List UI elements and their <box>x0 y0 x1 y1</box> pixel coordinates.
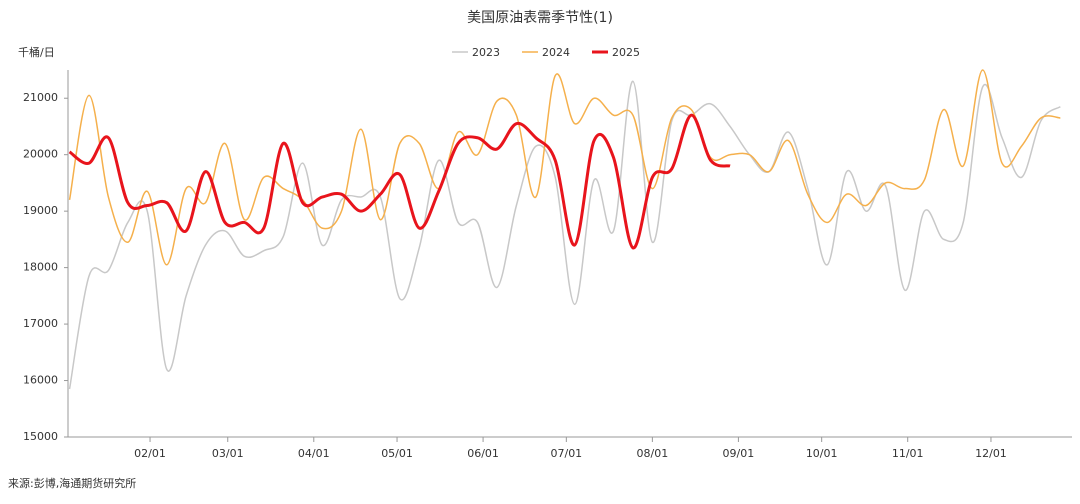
legend-label: 2023 <box>472 46 500 59</box>
x-tick-label: 05/01 <box>381 447 413 460</box>
x-tick-label: 04/01 <box>298 447 330 460</box>
x-tick-label: 12/01 <box>975 447 1007 460</box>
x-tick-label: 08/01 <box>637 447 669 460</box>
x-tick-label: 07/01 <box>550 447 582 460</box>
y-tick-label: 15000 <box>23 430 58 443</box>
series-line <box>68 69 1061 266</box>
x-tick-label: 10/01 <box>806 447 838 460</box>
y-tick-label: 20000 <box>23 148 58 161</box>
legend-label: 2024 <box>542 46 570 59</box>
x-tick-label: 02/01 <box>134 447 166 460</box>
x-tick-label: 06/01 <box>467 447 499 460</box>
source: 来源:彭博,海通期货研究所 <box>8 476 136 490</box>
y-tick-label: 21000 <box>23 91 58 104</box>
series-line <box>68 113 731 250</box>
series-line <box>68 80 1061 390</box>
x-tick-label: 03/01 <box>212 447 244 460</box>
y-tick-label: 16000 <box>23 374 58 387</box>
y-axis-label: 千桶/日 <box>18 45 55 59</box>
y-tick-label: 19000 <box>23 204 58 217</box>
x-tick-label: 09/01 <box>723 447 755 460</box>
y-tick-label: 17000 <box>23 317 58 330</box>
x-tick-label: 11/01 <box>892 447 924 460</box>
y-tick-label: 18000 <box>23 261 58 274</box>
chart-title: 美国原油表需季节性(1) <box>467 10 613 26</box>
legend-label: 2025 <box>612 46 640 59</box>
